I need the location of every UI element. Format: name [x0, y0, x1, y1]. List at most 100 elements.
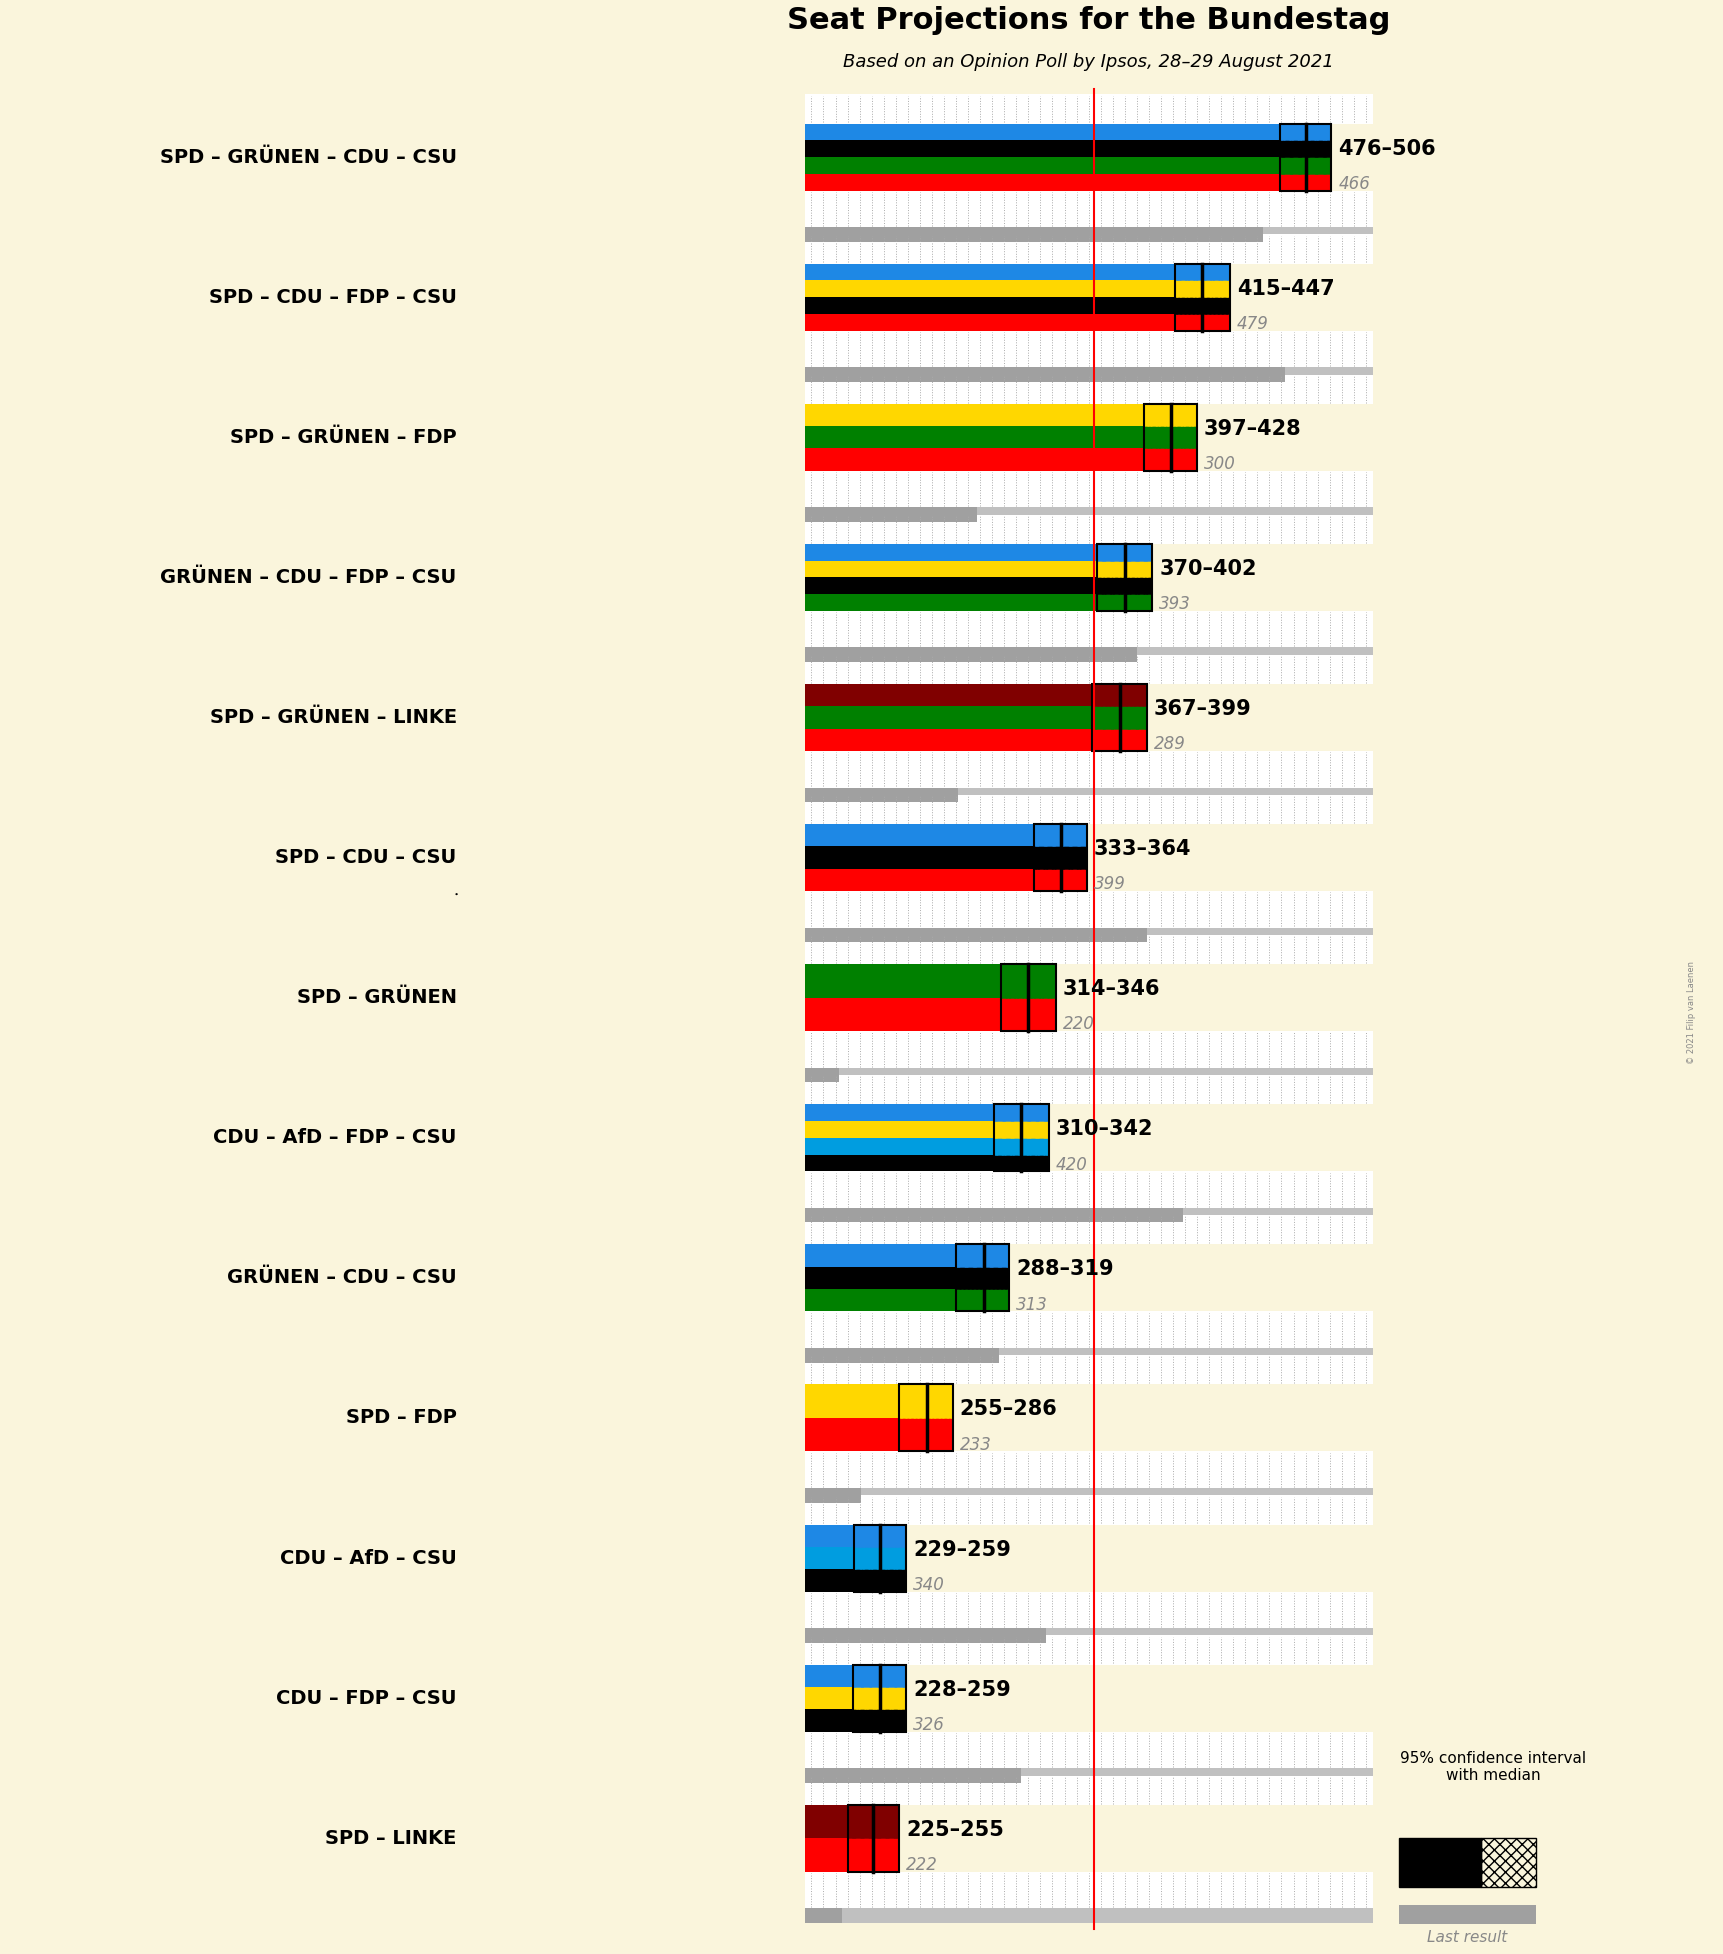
- Bar: [805, 543, 1151, 561]
- Bar: [1278, 156, 1330, 174]
- Bar: [956, 1266, 1010, 1290]
- Text: 220: 220: [1061, 1016, 1094, 1034]
- Bar: [1091, 729, 1146, 750]
- Bar: [805, 1266, 1010, 1290]
- Bar: [848, 1805, 899, 1839]
- Text: CDU – AfD – CSU: CDU – AfD – CSU: [279, 1550, 457, 1567]
- Bar: [805, 227, 1261, 242]
- Bar: [805, 1872, 1372, 1909]
- Bar: [805, 1548, 906, 1569]
- Bar: [805, 191, 1372, 227]
- Text: SPD – CDU – FDP – CSU: SPD – CDU – FDP – CSU: [208, 287, 457, 307]
- Bar: [1091, 705, 1146, 729]
- Bar: [805, 508, 977, 522]
- Bar: [855, 1569, 906, 1593]
- Bar: [1032, 825, 1085, 891]
- Bar: [805, 1768, 1022, 1782]
- Bar: [1173, 315, 1228, 330]
- Text: SPD – GRÜNEN – FDP: SPD – GRÜNEN – FDP: [229, 428, 457, 447]
- Bar: [899, 1385, 953, 1419]
- Text: SPD – FDP: SPD – FDP: [346, 1409, 457, 1428]
- Text: 95% confidence interval
with median: 95% confidence interval with median: [1399, 1751, 1585, 1784]
- Text: 420: 420: [1054, 1155, 1087, 1174]
- Text: GRÜNEN – CDU – FDP – CSU: GRÜNEN – CDU – FDP – CSU: [160, 569, 457, 586]
- Bar: [1173, 315, 1228, 330]
- Bar: [805, 426, 1196, 449]
- Bar: [1096, 543, 1151, 612]
- Bar: [805, 1215, 1372, 1245]
- Bar: [805, 1569, 906, 1593]
- Bar: [1032, 825, 1085, 846]
- Bar: [805, 655, 1372, 684]
- Bar: [805, 1489, 862, 1503]
- Bar: [848, 1839, 899, 1872]
- Bar: [1173, 297, 1228, 315]
- Bar: [1278, 156, 1330, 174]
- Bar: [805, 612, 1372, 647]
- Bar: [1001, 998, 1054, 1032]
- Bar: [899, 1419, 953, 1452]
- Text: Last result: Last result: [1427, 1931, 1506, 1944]
- Bar: [994, 1155, 1048, 1170]
- Bar: [805, 1731, 1372, 1768]
- Text: 289: 289: [1153, 735, 1185, 754]
- Bar: [855, 1524, 906, 1593]
- Bar: [1173, 281, 1228, 297]
- Text: 397–428: 397–428: [1203, 418, 1301, 440]
- Bar: [805, 1593, 1372, 1628]
- Bar: [805, 891, 1372, 928]
- Bar: [1091, 684, 1146, 750]
- Text: 222: 222: [906, 1856, 937, 1874]
- Text: CDU – FDP – CSU: CDU – FDP – CSU: [276, 1688, 457, 1708]
- Bar: [899, 1385, 953, 1452]
- Bar: [805, 156, 1330, 174]
- Text: 229–259: 229–259: [913, 1540, 1010, 1559]
- Bar: [855, 1548, 906, 1569]
- Bar: [994, 1104, 1048, 1122]
- Bar: [805, 330, 1372, 367]
- Text: 399: 399: [1092, 875, 1125, 893]
- Bar: [1001, 963, 1054, 1032]
- Bar: [805, 1385, 953, 1419]
- Text: 288–319: 288–319: [1017, 1260, 1113, 1280]
- Bar: [1096, 543, 1151, 561]
- Bar: [1173, 281, 1228, 297]
- Bar: [853, 1686, 906, 1710]
- Bar: [805, 705, 1146, 729]
- Bar: [805, 174, 1330, 191]
- Text: SPD – LINKE: SPD – LINKE: [326, 1829, 457, 1848]
- Text: 393: 393: [1158, 596, 1191, 614]
- Bar: [805, 1635, 1372, 1665]
- Bar: [805, 787, 958, 803]
- Bar: [805, 1208, 1372, 1223]
- Bar: [805, 404, 1196, 426]
- Bar: [1278, 123, 1330, 141]
- Bar: [994, 1122, 1048, 1137]
- Bar: [805, 684, 1146, 705]
- Bar: [1096, 576, 1151, 594]
- Bar: [956, 1266, 1010, 1290]
- Bar: [1278, 174, 1330, 191]
- Text: Seat Projections for the Bundestag: Seat Projections for the Bundestag: [786, 6, 1389, 35]
- Text: GRÜNEN – CDU – CSU: GRÜNEN – CDU – CSU: [227, 1268, 457, 1288]
- Bar: [848, 1805, 899, 1872]
- Bar: [855, 1524, 906, 1548]
- Bar: [1142, 404, 1196, 471]
- Text: 225–255: 225–255: [906, 1819, 1003, 1841]
- Bar: [1142, 449, 1196, 471]
- Bar: [805, 514, 1372, 543]
- Text: SPD – GRÜNEN – LINKE: SPD – GRÜNEN – LINKE: [210, 707, 457, 727]
- Bar: [1001, 963, 1054, 998]
- Bar: [805, 1104, 1048, 1122]
- Bar: [805, 928, 1146, 942]
- Bar: [805, 1155, 1048, 1170]
- Bar: [1091, 729, 1146, 750]
- Bar: [1001, 998, 1054, 1032]
- Bar: [1032, 870, 1085, 891]
- Bar: [899, 1419, 953, 1452]
- Bar: [805, 1710, 906, 1731]
- Text: CDU – AfD – FDP – CSU: CDU – AfD – FDP – CSU: [214, 1127, 457, 1147]
- Bar: [805, 1290, 1010, 1311]
- Text: 233: 233: [960, 1436, 991, 1454]
- Text: 370–402: 370–402: [1158, 559, 1256, 578]
